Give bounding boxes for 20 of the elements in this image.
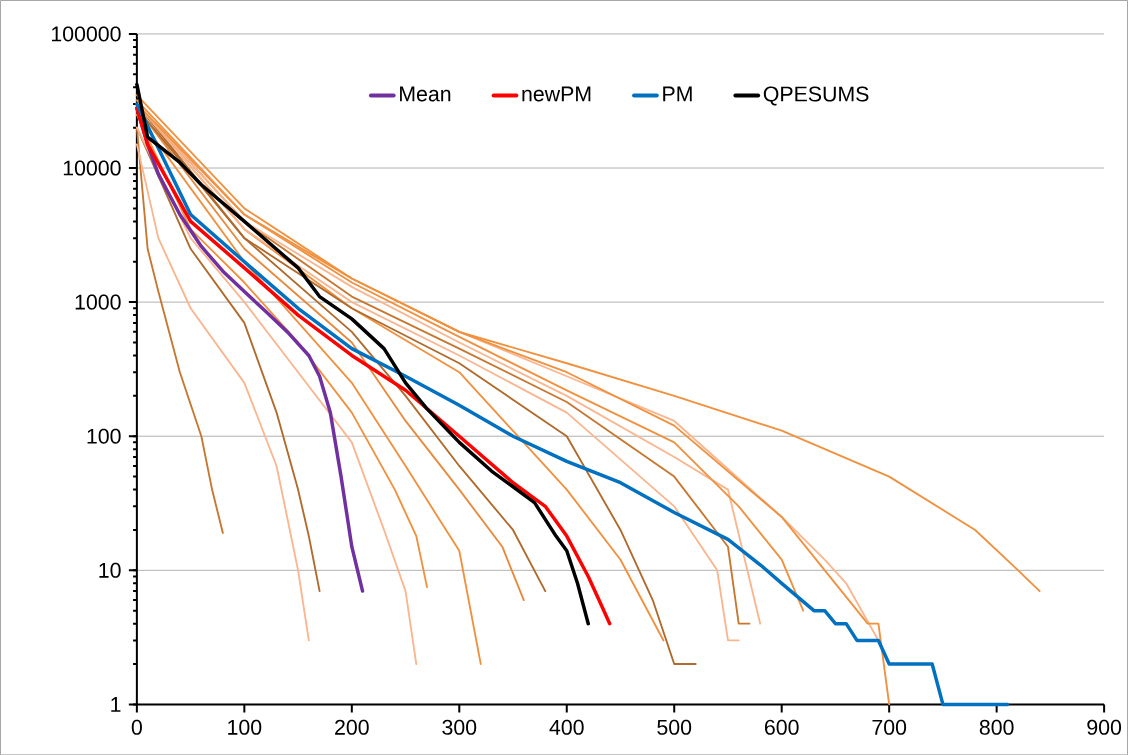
y-tick-label: 100000 [52, 26, 121, 42]
x-tick-label: 400 [549, 719, 584, 735]
x-tick-label: 800 [979, 719, 1014, 735]
x-tick-label: 100 [228, 719, 262, 735]
x-tick-label: 500 [657, 719, 692, 735]
y-tick-label: 1 [111, 696, 121, 712]
x-tick-label: 700 [872, 719, 907, 735]
x-tick-label: 0 [131, 719, 142, 735]
legend-label: Mean [400, 86, 451, 102]
legend-label: PM [663, 86, 692, 102]
legend-label: newPM [522, 86, 591, 102]
legend-label: QPESUMS [763, 86, 869, 106]
x-tick-label: 300 [442, 719, 477, 735]
y-tick-label: 1000 [75, 294, 121, 310]
x-tick-label: 200 [335, 719, 369, 735]
x-tick-label: 900 [1087, 719, 1122, 735]
y-tick-label: 10 [99, 562, 121, 578]
x-tick-label: 600 [765, 719, 799, 735]
y-tick-label: 100 [87, 428, 121, 444]
y-tick-label: 10000 [63, 160, 121, 176]
